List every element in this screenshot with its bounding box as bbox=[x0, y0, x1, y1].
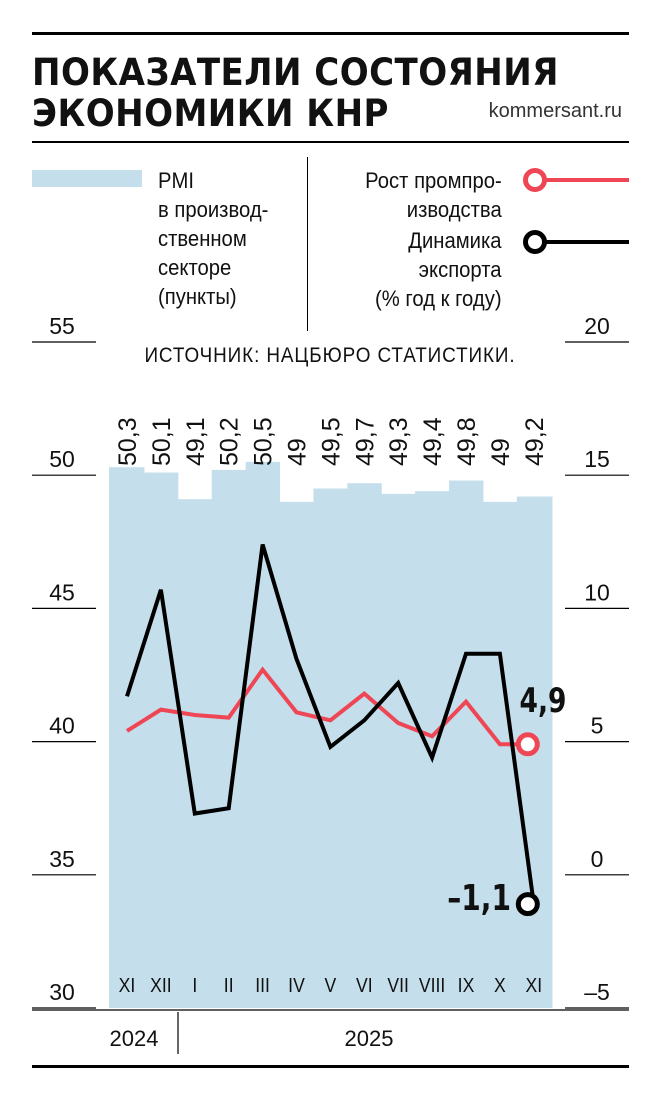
year-label: 2025 bbox=[345, 1026, 394, 1051]
industrial-legend-label: Рост промпро-изводства bbox=[365, 168, 502, 222]
pmi-bar bbox=[415, 491, 450, 1009]
left-axis-tick-label: 40 bbox=[49, 713, 75, 739]
pmi-value-label: 49,8 bbox=[453, 417, 481, 466]
month-tick-label: VIII bbox=[419, 974, 445, 996]
pmi-value-label: 49,7 bbox=[351, 417, 379, 466]
pmi-bar bbox=[109, 467, 145, 1008]
month-tick-label: IV bbox=[288, 974, 305, 996]
month-tick-label: V bbox=[325, 974, 337, 996]
left-axis-tick-label: 45 bbox=[49, 579, 75, 605]
bottom-rule bbox=[32, 1065, 629, 1068]
export-legend-marker bbox=[523, 230, 547, 254]
pmi-value-label: 49 bbox=[487, 438, 515, 466]
title-line-1: ПОКАЗАТЕЛИ СОСТОЯНИЯ bbox=[32, 51, 559, 94]
right-axis-tick-label: 5 bbox=[591, 713, 604, 739]
left-axis-tick-label: 30 bbox=[49, 979, 75, 1005]
industrial-legend-marker bbox=[523, 168, 547, 192]
pmi-bar bbox=[211, 469, 247, 1008]
pmi-value-label: 49,2 bbox=[521, 417, 549, 466]
pmi-value-label: 49,3 bbox=[385, 417, 413, 466]
right-axis-tick-label: 20 bbox=[584, 313, 610, 339]
pmi-value-label: 50,3 bbox=[114, 417, 142, 466]
right-axis-tick-label: 10 bbox=[584, 579, 610, 605]
month-tick-label: XI bbox=[525, 974, 542, 996]
pmi-bar bbox=[177, 499, 213, 1008]
right-axis-tick-label: 15 bbox=[584, 446, 610, 472]
export-end-label: –1,1 bbox=[447, 877, 511, 919]
pmi-value-label: 50,5 bbox=[250, 417, 278, 466]
pmi-value-label: 50,1 bbox=[148, 417, 176, 466]
month-tick-label: XI bbox=[119, 974, 136, 996]
month-tick-label: VI bbox=[356, 974, 373, 996]
month-tick-label: III bbox=[255, 974, 270, 996]
industrial-end-marker bbox=[515, 732, 540, 757]
right-axis-tick-label: 0 bbox=[591, 846, 604, 872]
month-tick-label: VII bbox=[387, 974, 409, 996]
month-tick-label: XII bbox=[150, 974, 172, 996]
left-axis-tick-label: 55 bbox=[49, 313, 75, 339]
site-credit: kommersant.ru bbox=[488, 100, 622, 122]
pmi-value-label: 50,2 bbox=[216, 417, 244, 466]
pmi-bar bbox=[279, 501, 314, 1008]
industrial-end-label: 4,9 bbox=[520, 682, 567, 721]
top-rule bbox=[32, 32, 629, 35]
right-axis-tick-label: –5 bbox=[584, 979, 610, 1005]
chart-title: ПОКАЗАТЕЛИ СОСТОЯНИЯ ЭКОНОМИКИ КНР bbox=[32, 52, 559, 134]
legend-divider bbox=[307, 157, 308, 331]
export-line bbox=[125, 543, 536, 905]
title-rule bbox=[32, 141, 629, 143]
month-tick-label: II bbox=[224, 974, 234, 996]
pmi-value-label: 49,5 bbox=[317, 417, 345, 466]
export-legend-label: Динамика экспорта (% год к году) bbox=[375, 228, 502, 311]
month-tick-label: IX bbox=[458, 974, 475, 996]
pmi-value-label: 49,4 bbox=[419, 417, 447, 466]
pmi-legend-swatch bbox=[32, 170, 142, 187]
year-label: 2024 bbox=[110, 1026, 159, 1051]
title-line-2: ЭКОНОМИКИ КНР bbox=[32, 92, 389, 135]
industrial-line bbox=[125, 666, 534, 747]
pmi-bar bbox=[143, 472, 179, 1008]
pmi-bar bbox=[449, 480, 484, 1008]
source-note: ИСТОЧНИК: НАЦБЮРО СТАТИСТИКИ. bbox=[144, 344, 516, 367]
month-tick-label: X bbox=[494, 974, 506, 996]
month-tick-label: I bbox=[192, 974, 197, 996]
pmi-value-label: 49 bbox=[284, 438, 312, 466]
pmi-legend-label: PMI в производ-ственном секторе (пункты) bbox=[158, 168, 269, 309]
export-end-marker bbox=[515, 892, 540, 917]
pmi-bar bbox=[381, 493, 416, 1008]
pmi-bar bbox=[347, 483, 382, 1008]
left-axis-tick-label: 50 bbox=[49, 446, 75, 472]
left-axis-tick-label: 35 bbox=[49, 846, 75, 872]
pmi-value-label: 49,1 bbox=[182, 417, 210, 466]
pmi-bar bbox=[245, 461, 281, 1008]
